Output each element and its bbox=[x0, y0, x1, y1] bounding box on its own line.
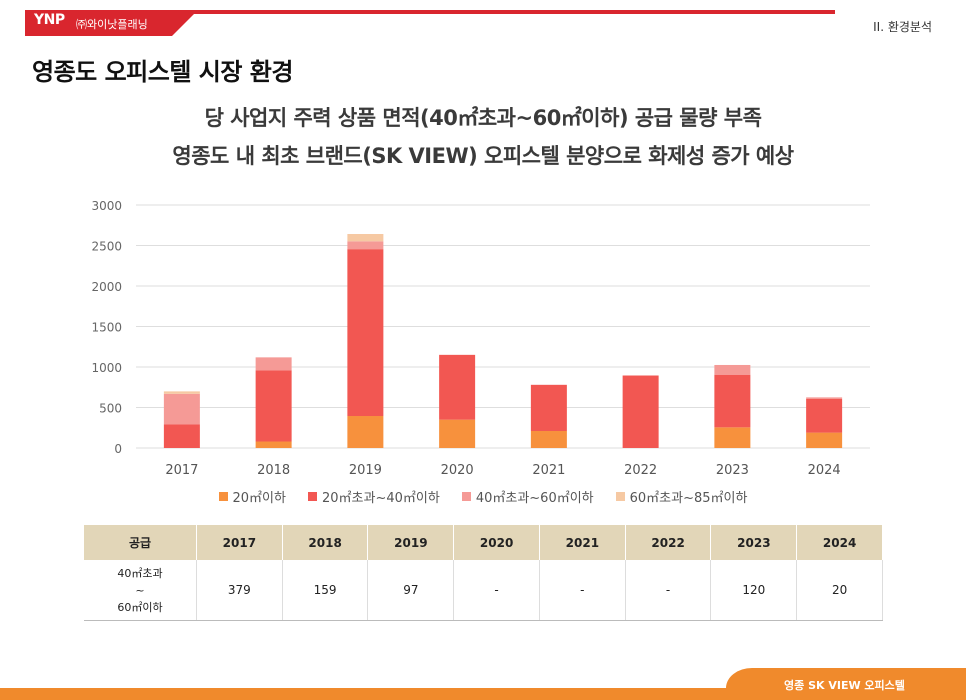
x-tick-label: 2023 bbox=[716, 463, 749, 478]
table-header-cell: 2021 bbox=[539, 525, 626, 560]
chart-legend: 20㎡이하 20㎡초과~40㎡이하 40㎡초과~60㎡이하 60㎡초과~85㎡이… bbox=[0, 487, 966, 506]
brand-stripe bbox=[172, 10, 835, 14]
bar-segment bbox=[530, 430, 567, 448]
y-tick-label: 500 bbox=[99, 402, 122, 416]
headline-line-2: 영종도 내 최초 브랜드(SK VIEW) 오피스텔 분양으로 화제성 증가 예… bbox=[172, 144, 794, 168]
bar-segment bbox=[530, 384, 567, 431]
legend-swatch bbox=[461, 492, 471, 501]
bar-segment bbox=[347, 416, 384, 448]
bar-segment bbox=[806, 398, 843, 433]
table-row-label: 40㎡초과 ~ 60㎡이하 bbox=[84, 560, 197, 621]
legend-label: 20㎡초과~40㎡이하 bbox=[321, 491, 440, 506]
y-tick-label: 2000 bbox=[91, 280, 122, 294]
legend-item: 20㎡초과~40㎡이하 bbox=[307, 487, 440, 506]
table-header-cell: 공급 bbox=[84, 525, 197, 560]
bar-segment bbox=[439, 354, 476, 420]
y-tick-label: 3000 bbox=[91, 199, 122, 213]
table-cell: - bbox=[625, 560, 712, 621]
headline-line-1: 당 사업지 주력 상품 면적(40㎡초과~60㎡이하) 공급 물량 부족 bbox=[204, 106, 762, 130]
brand-bar bbox=[25, 10, 172, 36]
table-cell: 120 bbox=[710, 560, 798, 621]
legend-item: 60㎡초과~85㎡이하 bbox=[615, 487, 748, 506]
table-cell: - bbox=[453, 560, 540, 621]
legend-label: 20㎡이하 bbox=[232, 491, 286, 506]
footer-band bbox=[0, 688, 966, 700]
section-label: II. 환경분석 bbox=[873, 20, 932, 34]
page-title: 영종도 오피스텔 시장 환경 bbox=[32, 58, 293, 86]
bar-segment bbox=[255, 370, 292, 442]
footer-tab bbox=[726, 668, 966, 700]
table-header-row: 공급 2017 2018 2019 2020 2021 2022 2023 20… bbox=[84, 525, 883, 560]
x-tick-label: 2021 bbox=[532, 463, 565, 478]
row-label-line: ~ bbox=[135, 583, 145, 597]
row-label-line: 40㎡초과 bbox=[117, 566, 163, 580]
company-name: ㈜와이낫플래닝 bbox=[76, 18, 148, 31]
company-logo: YNP bbox=[34, 12, 65, 28]
bar-segment bbox=[439, 419, 476, 448]
table-header-cell: 2024 bbox=[796, 525, 883, 560]
table-header-cell: 2019 bbox=[367, 525, 455, 560]
brand-wedge bbox=[172, 14, 194, 36]
footer-text: 영종 SK VIEW 오피스텔 bbox=[784, 679, 905, 692]
legend-item: 40㎡초과~60㎡이하 bbox=[461, 487, 594, 506]
x-tick-label: 2020 bbox=[441, 463, 474, 478]
legend-swatch bbox=[615, 492, 625, 501]
table-header-cell: 2022 bbox=[625, 525, 712, 560]
table-header-cell: 2023 bbox=[710, 525, 798, 560]
y-tick-label: 0 bbox=[114, 442, 122, 456]
y-tick-label: 1500 bbox=[91, 321, 122, 335]
table-cell: 97 bbox=[367, 560, 455, 621]
table-cell: 159 bbox=[282, 560, 369, 621]
table-row: 40㎡초과 ~ 60㎡이하 379 159 97 - - - 120 20 bbox=[84, 560, 883, 621]
legend-label: 40㎡초과~60㎡이하 bbox=[475, 491, 594, 506]
legend-swatch bbox=[218, 492, 228, 501]
x-tick-label: 2024 bbox=[808, 463, 841, 478]
bar-segment bbox=[622, 375, 659, 448]
bar-segment bbox=[347, 233, 384, 242]
bar-segment bbox=[347, 241, 384, 250]
bar-segment bbox=[163, 391, 200, 394]
row-label-line: 60㎡이하 bbox=[117, 600, 163, 614]
bar-segment bbox=[714, 427, 751, 448]
bar-segment bbox=[255, 441, 292, 448]
supply-table: 공급 2017 2018 2019 2020 2021 2022 2023 20… bbox=[84, 525, 883, 621]
bar-segment bbox=[714, 364, 751, 375]
x-tick-label: 2019 bbox=[349, 463, 382, 478]
x-tick-label: 2022 bbox=[624, 463, 657, 478]
bar-segment bbox=[806, 397, 843, 399]
legend-label: 60㎡초과~85㎡이하 bbox=[629, 491, 748, 506]
x-tick-label: 2018 bbox=[257, 463, 290, 478]
table-cell: 20 bbox=[796, 560, 883, 621]
y-tick-label: 2500 bbox=[91, 240, 122, 254]
bar-segment bbox=[347, 249, 384, 417]
legend-item: 20㎡이하 bbox=[218, 487, 286, 506]
table-header-cell: 2020 bbox=[453, 525, 540, 560]
bar-segment bbox=[163, 424, 200, 448]
table-header-cell: 2018 bbox=[282, 525, 369, 560]
table-header-cell: 2017 bbox=[196, 525, 283, 560]
bar-segment bbox=[714, 374, 751, 428]
table-cell: 379 bbox=[196, 560, 283, 621]
table-cell: - bbox=[539, 560, 626, 621]
y-tick-label: 1000 bbox=[91, 361, 122, 375]
bar-segment bbox=[255, 357, 292, 371]
bar-segment bbox=[806, 432, 843, 448]
x-tick-label: 2017 bbox=[165, 463, 198, 478]
legend-swatch bbox=[307, 492, 317, 501]
bar-segment bbox=[163, 393, 200, 425]
